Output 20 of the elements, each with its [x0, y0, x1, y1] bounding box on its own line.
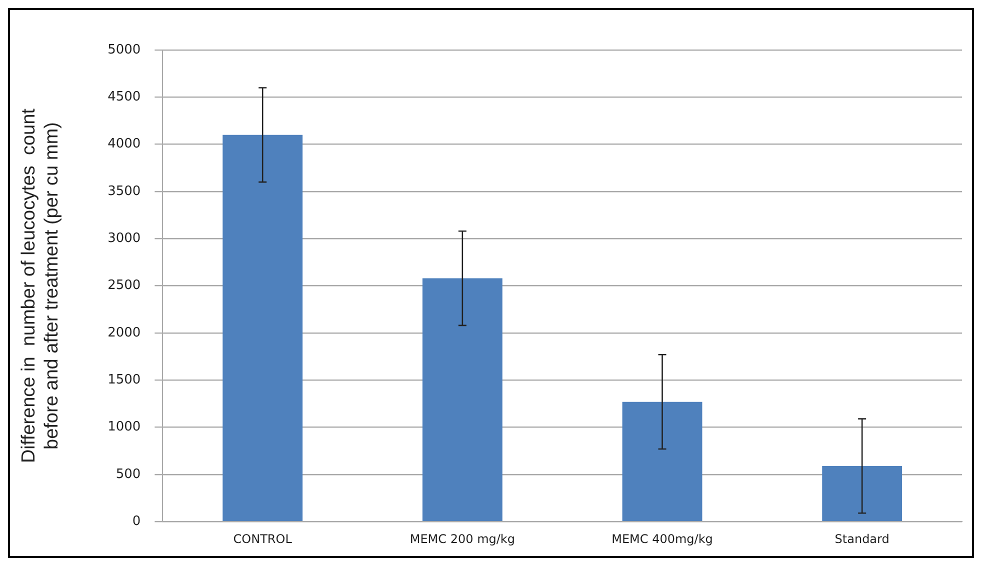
bar: [422, 278, 502, 521]
y-tick-label: 5000: [108, 42, 141, 58]
y-tick-label: 4500: [108, 90, 141, 105]
x-tick-label: MEMC 400mg/kg: [612, 532, 713, 546]
y-axis-title: Difference in number of leucocytes count before and after treatment (per cu mm): [18, 108, 62, 464]
y-tick-label: 4000: [108, 136, 141, 152]
y-tick-label: 3500: [108, 184, 141, 199]
x-tick-label: Standard: [834, 532, 890, 546]
bar: [622, 402, 702, 521]
x-tick-label: MEMC 200 mg/kg: [410, 532, 515, 546]
y-tick-label: 2500: [108, 278, 141, 294]
y-tick-label: 0: [132, 514, 141, 529]
y-tick-label: 1000: [108, 420, 141, 435]
y-tick-label: 1500: [108, 372, 141, 388]
y-tick-label: 2000: [108, 325, 141, 340]
y-tick-label: 3000: [108, 231, 141, 246]
y-tick-label: 500: [116, 466, 141, 482]
x-tick-label: CONTROL: [233, 532, 292, 546]
bar: [222, 134, 303, 521]
bar: [822, 466, 902, 521]
